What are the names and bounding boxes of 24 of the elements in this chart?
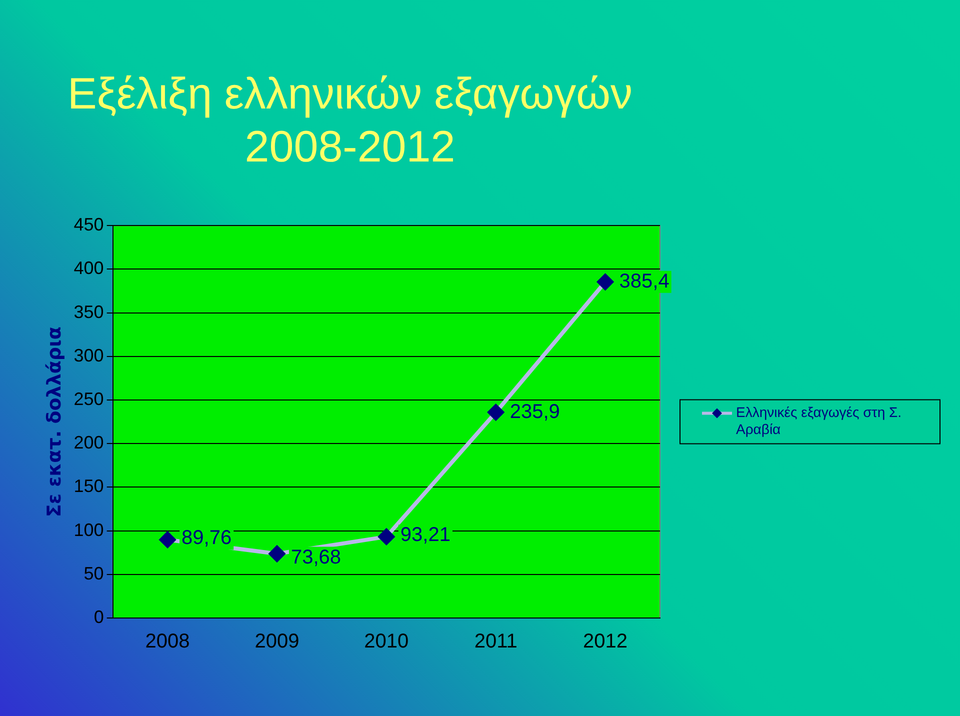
x-tick-label: 2012 (583, 630, 628, 653)
y-tick-label: 350 (74, 302, 104, 322)
y-tick-label: 150 (74, 476, 104, 496)
y-tick-label: 400 (74, 258, 104, 278)
x-tick-label: 2008 (145, 630, 190, 653)
y-tick-label: 450 (74, 214, 104, 235)
y-tick-label: 50 (84, 563, 104, 584)
data-label: 73,68 (290, 546, 342, 568)
y-tick-label: 250 (74, 388, 104, 409)
data-label: 89,76 (182, 527, 232, 550)
y-tick-label: 100 (74, 520, 104, 540)
x-tick-label: 2009 (254, 630, 300, 653)
x-tick-label: 2011 (474, 630, 518, 653)
data-label: 385,4 (619, 270, 670, 292)
text: Εξέλιξη ελληνικών εξαγωγών (67, 70, 633, 119)
data-label: 235,9 (510, 400, 560, 423)
data-label: 93,21 (400, 524, 450, 546)
x-tick-label: 2010 (364, 630, 409, 653)
text: 2008-2012 (244, 122, 456, 172)
y-axis-title: Σε εκατ. δολλάρια (43, 326, 66, 518)
legend-label: Ελληνικές εξαγωγές στη Σ. Αραβία (736, 404, 902, 438)
y-tick-label: 200 (74, 432, 104, 453)
y-tick-label: 300 (74, 345, 104, 366)
y-tick-label: 0 (94, 606, 104, 627)
